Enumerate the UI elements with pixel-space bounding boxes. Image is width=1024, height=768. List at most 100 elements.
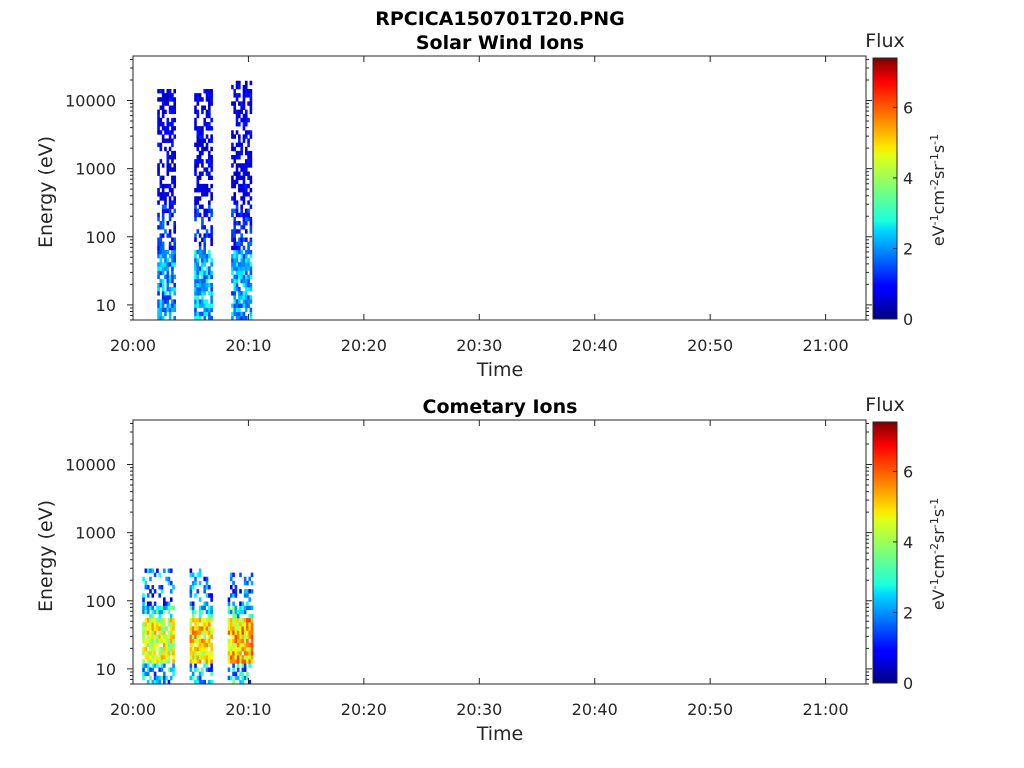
flux-cell [235,109,239,115]
flux-cell [240,270,243,275]
flux-cell [194,630,197,635]
flux-cell [234,618,238,623]
flux-cell [167,576,171,582]
flux-cell [205,159,209,164]
flux-cell [232,630,235,635]
flux-cell [235,93,239,98]
flux-cell [210,196,213,201]
flux-cell [196,659,200,664]
flux-cell [232,618,235,623]
flux-cell [235,171,239,176]
flux-cell [163,655,166,660]
x-axis-ticks: 20:00 20:10 20:20 20:30 20:40 20:50 21:00 [110,420,849,719]
flux-cell [169,597,173,602]
flux-cell [205,122,209,127]
flux-cell [238,142,241,148]
flux-cell [194,622,197,627]
flux-cell [231,303,234,308]
flux-cell [171,179,174,185]
flux-cell [158,572,162,578]
flux-cell [201,126,204,131]
flux-cell [196,274,200,280]
flux-cell [247,150,250,156]
flux-cell [191,651,195,656]
flux-cell [196,642,200,648]
flux-cell [163,663,166,668]
flux-cell [164,101,167,106]
flux-cell [168,200,172,205]
flux-cell [161,113,165,119]
flux-cell [249,179,253,185]
flux-cell [196,315,200,321]
flux-cell [240,142,243,148]
flux-cell [153,679,157,685]
flux-cell [163,642,166,648]
flux-cell [160,638,164,644]
flux-cell [173,237,177,242]
flux-cell [233,216,237,222]
flux-cell [201,679,204,685]
flux-cell [249,315,253,321]
flux-cell [205,667,209,672]
flux-cell [238,229,241,234]
flux-cell [249,221,253,226]
flux-cell [208,163,211,168]
flux-cell [201,138,204,143]
flux-cell [231,233,234,238]
flux-cell [157,307,160,313]
flux-cell [171,126,174,131]
flux-cell [198,679,202,685]
flux-cell [189,622,193,627]
flux-cell [210,117,213,123]
flux-cell [243,622,247,627]
flux-cell [168,163,172,168]
flux-cell [233,249,237,255]
flux-cell [244,291,248,296]
flux-cell [157,299,160,304]
flux-cell [247,274,250,280]
flux-cell [235,175,239,181]
flux-cell [242,262,246,267]
flux-cell [201,188,204,193]
flux-cell [198,630,202,635]
flux-cell [151,613,155,619]
flux-cell [236,651,240,656]
flux-cell [189,572,193,578]
flux-cell [164,196,167,201]
flux-cell [232,613,235,619]
y-tick-label: 1000 [75,160,116,179]
flux-cell [198,655,202,660]
flux-cell [240,146,243,152]
flux-cell [203,245,207,251]
flux-cell [169,675,173,681]
flux-cell [210,212,213,218]
flux-cell [244,270,248,275]
flux-cell [249,204,253,209]
flux-cell [203,679,207,685]
flux-cell [168,134,172,139]
flux-cell [173,258,177,263]
flux-cell [242,163,246,168]
flux-cell [241,609,245,615]
flux-cell [157,282,160,288]
flux-cell [205,183,209,189]
flux-cell [233,179,237,185]
flux-cell [153,671,157,677]
flux-cell [160,589,164,594]
flux-cell [241,655,245,660]
flux-cell [205,134,209,139]
flux-cell [158,659,162,664]
flux-cell [146,609,150,615]
flux-cell [247,258,250,263]
flux-cell [196,618,200,623]
flux-cell [240,208,243,214]
flux-cell [201,130,204,135]
flux-cell [208,282,211,288]
flux-cell [171,237,174,242]
flux-cell [198,605,202,611]
flux-cell [173,254,177,259]
flux-cell [248,630,252,635]
flux-cell [210,667,213,672]
flux-cell [168,245,172,251]
flux-cell [248,626,252,631]
